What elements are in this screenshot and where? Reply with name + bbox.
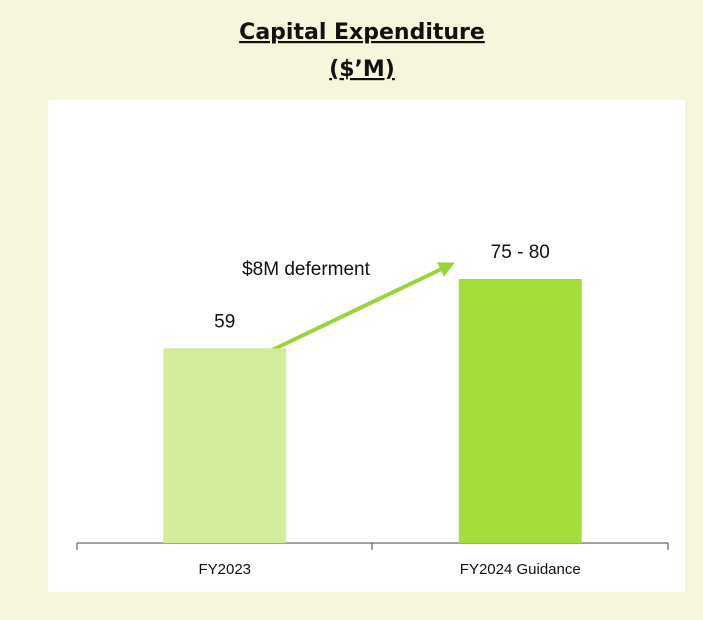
plot-panel <box>48 100 685 592</box>
arrow <box>267 262 455 354</box>
data-label: 59 <box>214 311 235 332</box>
chart-title: Capital Expenditure <box>239 20 485 45</box>
chart-subtitle: ($’M) <box>329 57 395 82</box>
bar <box>163 348 287 543</box>
x-tick-label: FY2024 Guidance <box>460 561 581 578</box>
data-label: 75 - 80 <box>491 242 550 263</box>
x-tick-label: FY2023 <box>198 561 251 578</box>
annotation: $8M deferment <box>242 259 371 280</box>
bar <box>458 279 582 543</box>
